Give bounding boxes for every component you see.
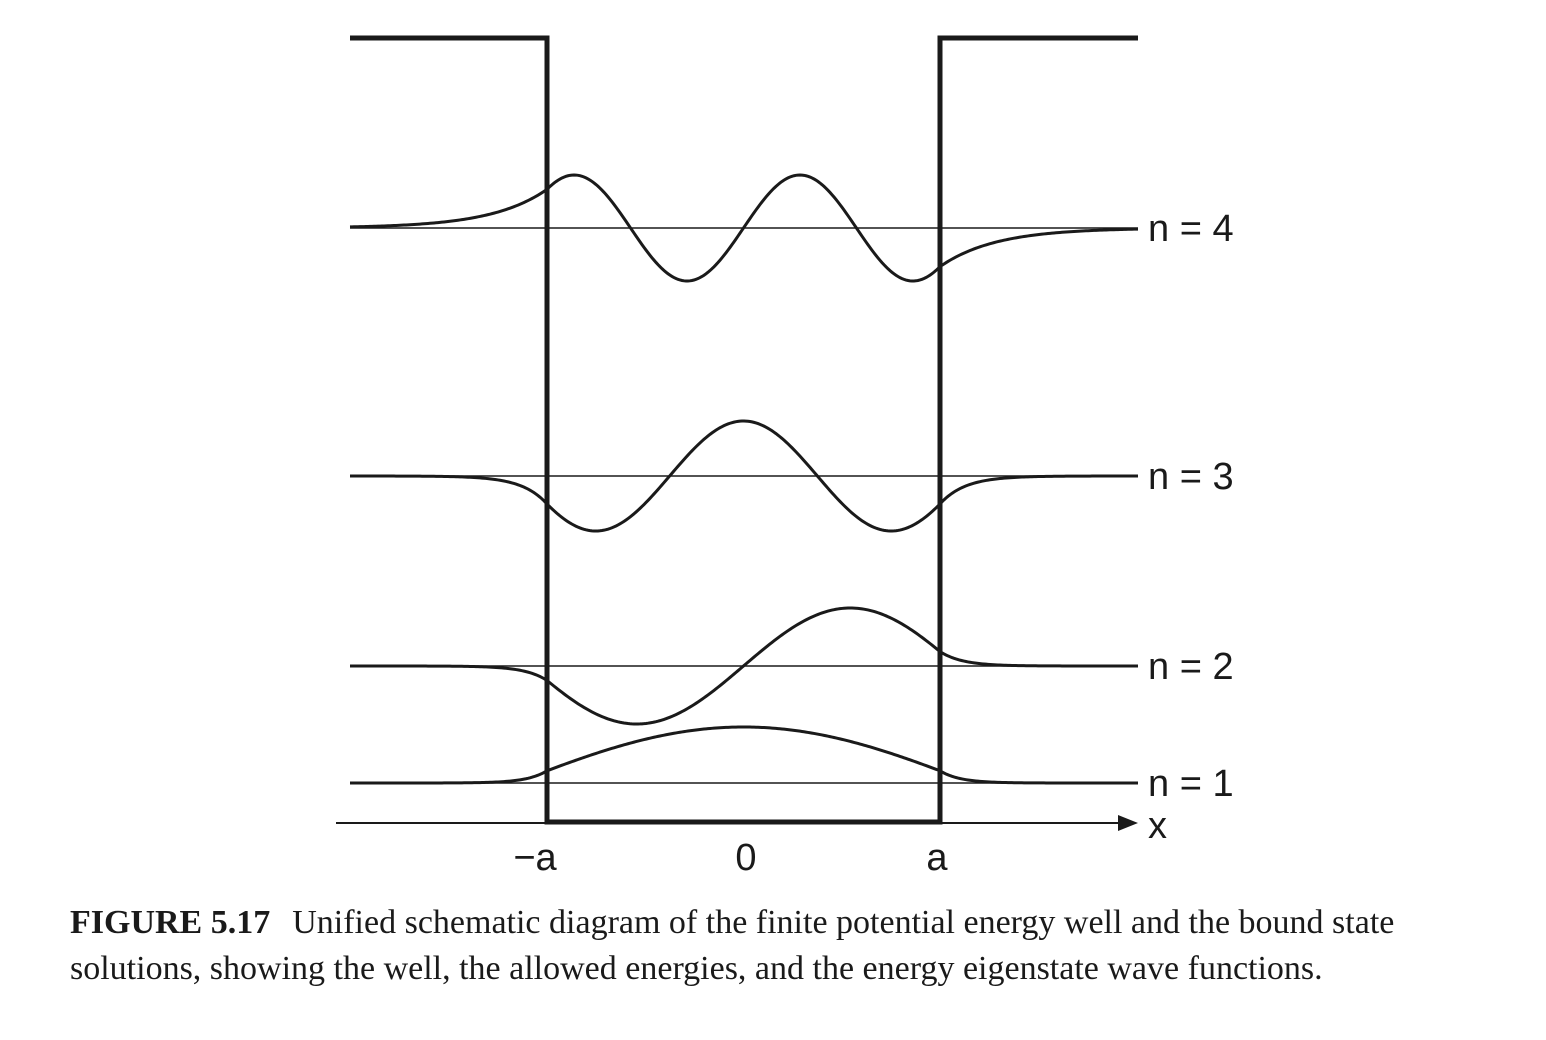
diagram-svg: x −a 0 a n = 1 n = 2 n = 3 n = 4 [336, 35, 1234, 879]
wavefunction-n4 [349, 173, 1139, 283]
tick-label-minus-a: −a [513, 837, 557, 879]
wavefunction-n3 [350, 419, 1138, 533]
x-axis-label: x [1148, 805, 1167, 847]
tick-label-zero: 0 [735, 837, 756, 879]
wavefunction-n2 [350, 606, 1138, 726]
caption-text: Unified schematic diagram of the finite … [70, 904, 1395, 987]
level-label-n3: n = 3 [1148, 456, 1234, 498]
figure-caption: FIGURE 5.17 Unified schematic diagram of … [70, 900, 1510, 992]
level-label-n1: n = 1 [1148, 763, 1234, 805]
tick-label-a: a [926, 837, 948, 879]
caption-figure-number: FIGURE 5.17 [70, 904, 271, 941]
potential-well-outline [350, 35, 1138, 825]
potential-well-diagram: x −a 0 a n = 1 n = 2 n = 3 n = 4 [336, 35, 1234, 879]
x-axis-arrowhead [1118, 815, 1138, 831]
level-label-n2: n = 2 [1148, 646, 1234, 688]
wavefunction-n1 [350, 725, 1138, 785]
level-label-n4: n = 4 [1148, 208, 1234, 250]
